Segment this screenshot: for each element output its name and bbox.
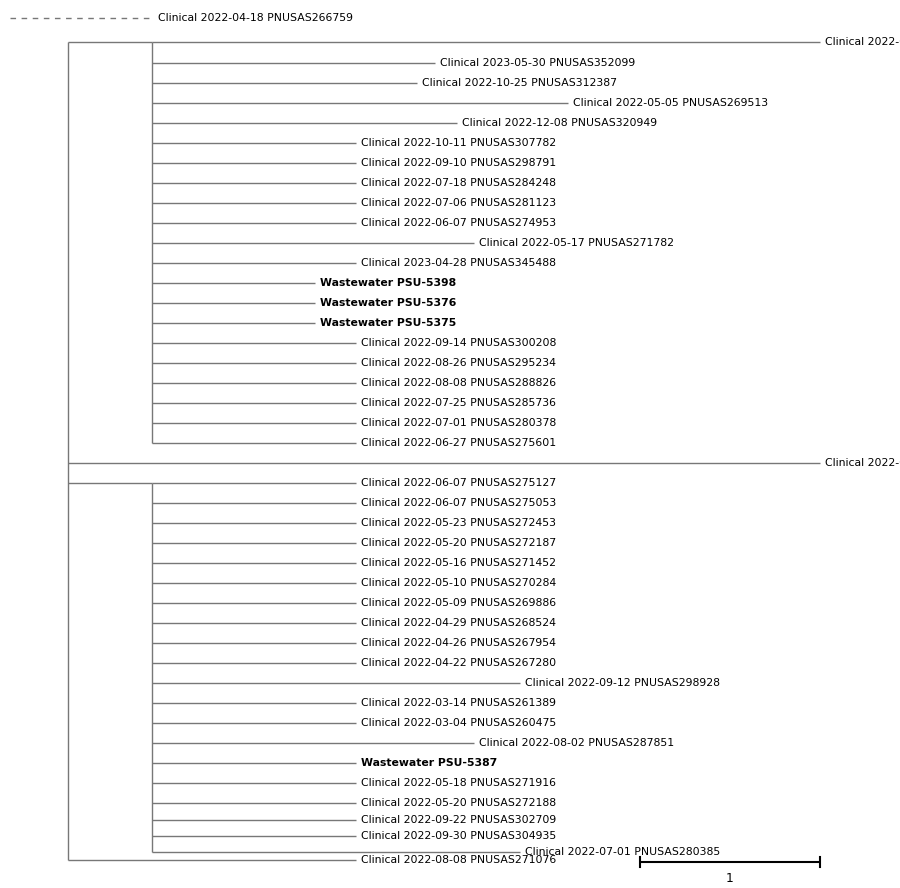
Text: Clinical 2022-04-29 PNUSAS268524: Clinical 2022-04-29 PNUSAS268524 xyxy=(361,618,556,628)
Text: Clinical 2022-09-14 PNUSAS300208: Clinical 2022-09-14 PNUSAS300208 xyxy=(361,338,556,348)
Text: Clinical 2022-10-11 PNUSAS307782: Clinical 2022-10-11 PNUSAS307782 xyxy=(361,138,556,148)
Text: Wastewater PSU-5375: Wastewater PSU-5375 xyxy=(320,318,456,328)
Text: Wastewater PSU-5398: Wastewater PSU-5398 xyxy=(320,278,456,288)
Text: Clinical 2022-12-08 PNUSAS320949: Clinical 2022-12-08 PNUSAS320949 xyxy=(462,118,657,128)
Text: Clinical 2022-03-30 PNUSAS263806: Clinical 2022-03-30 PNUSAS263806 xyxy=(825,37,900,47)
Text: Clinical 2022-05-17 PNUSAS271782: Clinical 2022-05-17 PNUSAS271782 xyxy=(479,238,674,248)
Text: 1: 1 xyxy=(726,871,734,884)
Text: Clinical 2023-05-30 PNUSAS352099: Clinical 2023-05-30 PNUSAS352099 xyxy=(440,58,635,68)
Text: Clinical 2022-05-23 PNUSAS272453: Clinical 2022-05-23 PNUSAS272453 xyxy=(361,518,556,528)
Text: Clinical 2022-08-26 PNUSAS295234: Clinical 2022-08-26 PNUSAS295234 xyxy=(361,358,556,368)
Text: Clinical 2022-06-07 PNUSAS275053: Clinical 2022-06-07 PNUSAS275053 xyxy=(361,498,556,508)
Text: Clinical 2022-06-24 PNUSAS278479: Clinical 2022-06-24 PNUSAS278479 xyxy=(825,458,900,468)
Text: Clinical 2022-06-27 PNUSAS275601: Clinical 2022-06-27 PNUSAS275601 xyxy=(361,438,556,448)
Text: Clinical 2022-10-25 PNUSAS312387: Clinical 2022-10-25 PNUSAS312387 xyxy=(422,78,617,88)
Text: Clinical 2023-04-28 PNUSAS345488: Clinical 2023-04-28 PNUSAS345488 xyxy=(361,258,556,268)
Text: Clinical 2022-05-20 PNUSAS272188: Clinical 2022-05-20 PNUSAS272188 xyxy=(361,798,556,808)
Text: Clinical 2022-03-14 PNUSAS261389: Clinical 2022-03-14 PNUSAS261389 xyxy=(361,698,556,708)
Text: Clinical 2022-05-09 PNUSAS269886: Clinical 2022-05-09 PNUSAS269886 xyxy=(361,598,556,608)
Text: Clinical 2022-08-08 PNUSAS271076: Clinical 2022-08-08 PNUSAS271076 xyxy=(361,855,556,865)
Text: Clinical 2022-04-22 PNUSAS267280: Clinical 2022-04-22 PNUSAS267280 xyxy=(361,658,556,668)
Text: Wastewater PSU-5387: Wastewater PSU-5387 xyxy=(361,758,497,768)
Text: Clinical 2022-05-20 PNUSAS272187: Clinical 2022-05-20 PNUSAS272187 xyxy=(361,538,556,548)
Text: Clinical 2022-08-08 PNUSAS288826: Clinical 2022-08-08 PNUSAS288826 xyxy=(361,378,556,388)
Text: Clinical 2022-04-18 PNUSAS266759: Clinical 2022-04-18 PNUSAS266759 xyxy=(158,13,353,23)
Text: Clinical 2022-05-05 PNUSAS269513: Clinical 2022-05-05 PNUSAS269513 xyxy=(573,98,768,108)
Text: Clinical 2022-09-22 PNUSAS302709: Clinical 2022-09-22 PNUSAS302709 xyxy=(361,815,556,825)
Text: Clinical 2022-07-01 PNUSAS280378: Clinical 2022-07-01 PNUSAS280378 xyxy=(361,418,556,428)
Text: Clinical 2022-09-12 PNUSAS298928: Clinical 2022-09-12 PNUSAS298928 xyxy=(525,678,720,688)
Text: Clinical 2022-05-10 PNUSAS270284: Clinical 2022-05-10 PNUSAS270284 xyxy=(361,578,556,588)
Text: Clinical 2022-09-30 PNUSAS304935: Clinical 2022-09-30 PNUSAS304935 xyxy=(361,831,556,841)
Text: Clinical 2022-05-18 PNUSAS271916: Clinical 2022-05-18 PNUSAS271916 xyxy=(361,778,556,788)
Text: Clinical 2022-07-25 PNUSAS285736: Clinical 2022-07-25 PNUSAS285736 xyxy=(361,398,556,408)
Text: Clinical 2022-05-16 PNUSAS271452: Clinical 2022-05-16 PNUSAS271452 xyxy=(361,558,556,568)
Text: Clinical 2022-06-07 PNUSAS274953: Clinical 2022-06-07 PNUSAS274953 xyxy=(361,218,556,228)
Text: Clinical 2022-09-10 PNUSAS298791: Clinical 2022-09-10 PNUSAS298791 xyxy=(361,158,556,168)
Text: Clinical 2022-07-06 PNUSAS281123: Clinical 2022-07-06 PNUSAS281123 xyxy=(361,198,556,208)
Text: Clinical 2022-08-02 PNUSAS287851: Clinical 2022-08-02 PNUSAS287851 xyxy=(479,738,674,748)
Text: Clinical 2022-07-18 PNUSAS284248: Clinical 2022-07-18 PNUSAS284248 xyxy=(361,178,556,188)
Text: Clinical 2022-04-26 PNUSAS267954: Clinical 2022-04-26 PNUSAS267954 xyxy=(361,638,556,648)
Text: Clinical 2022-07-01 PNUSAS280385: Clinical 2022-07-01 PNUSAS280385 xyxy=(525,847,720,857)
Text: Clinical 2022-03-04 PNUSAS260475: Clinical 2022-03-04 PNUSAS260475 xyxy=(361,718,556,728)
Text: Wastewater PSU-5376: Wastewater PSU-5376 xyxy=(320,298,456,308)
Text: Clinical 2022-06-07 PNUSAS275127: Clinical 2022-06-07 PNUSAS275127 xyxy=(361,478,556,488)
